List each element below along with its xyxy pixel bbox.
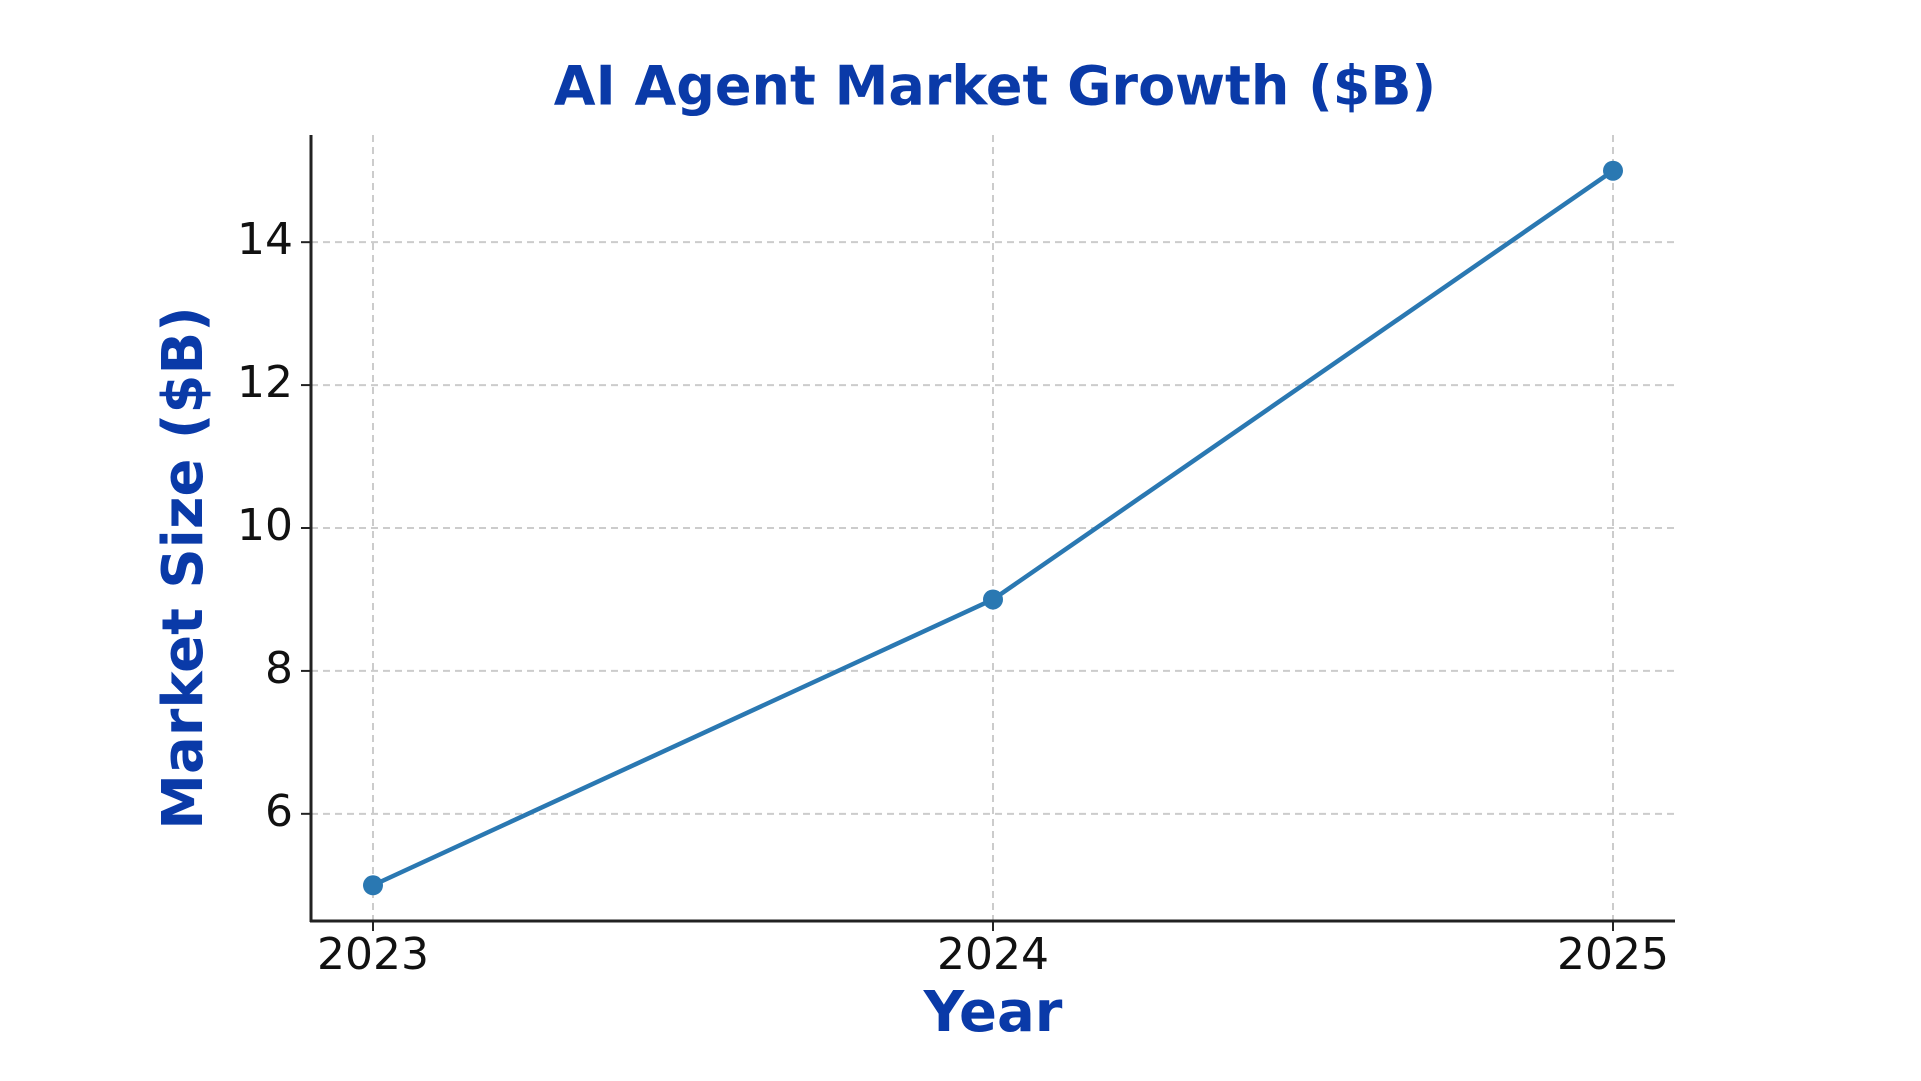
x-tick-label: 2024 <box>937 929 1049 980</box>
point <box>983 589 1003 610</box>
x-tick-label: 2025 <box>1557 929 1669 980</box>
y-tick-label: 14 <box>237 214 293 265</box>
y-tick-label: 10 <box>237 500 293 551</box>
y-axis-label: Market Size ($B) <box>151 306 216 830</box>
point <box>1603 160 1623 181</box>
y-tick-label: 8 <box>265 643 293 694</box>
x-tick-label: 2023 <box>317 929 429 980</box>
chart-title: AI Agent Market Growth ($B) <box>554 55 1436 118</box>
x-axis-label: Year <box>923 980 1063 1045</box>
point <box>363 875 383 896</box>
y-tick-label: 6 <box>265 786 293 837</box>
y-tick-label: 12 <box>237 357 293 408</box>
